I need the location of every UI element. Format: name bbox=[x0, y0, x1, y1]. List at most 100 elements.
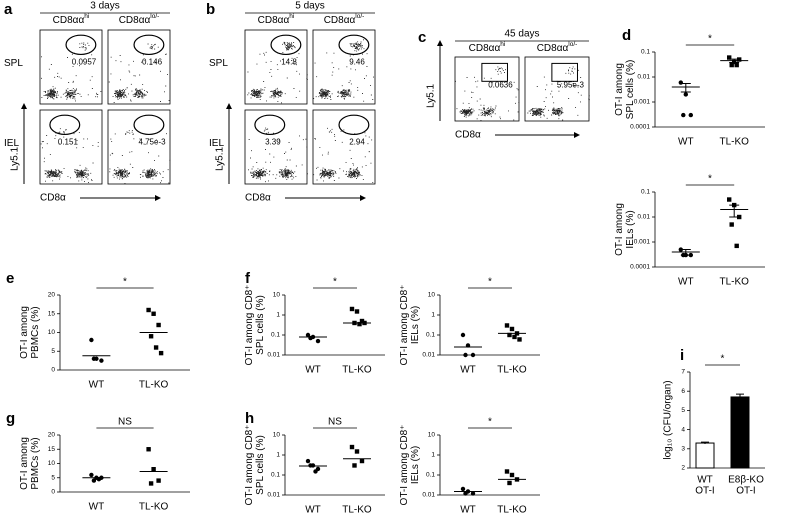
y-axis-label: Ly5.1 bbox=[215, 147, 226, 172]
time-header: 3 days bbox=[90, 1, 119, 12]
data-point bbox=[460, 332, 466, 338]
y-tick-label: 0.01 bbox=[422, 492, 435, 499]
column-label-text: CD8αα bbox=[258, 15, 290, 26]
y-tick-label: 0.1 bbox=[641, 189, 650, 196]
time-header: 5 days bbox=[295, 1, 324, 12]
gate-value: 2.94 bbox=[349, 138, 365, 147]
data-point bbox=[512, 334, 517, 340]
x-tick-label: TL-KO bbox=[719, 137, 749, 148]
x-tick-label: TL-KO bbox=[719, 277, 749, 288]
data-point bbox=[99, 358, 104, 363]
y-tick-label: 20 bbox=[48, 292, 56, 299]
x-tick-label: WT bbox=[460, 505, 476, 516]
y-axis-label: IELs (%) bbox=[410, 446, 421, 484]
y-tick-label: 0.0001 bbox=[630, 264, 650, 271]
x-tick-label: WT bbox=[678, 277, 694, 288]
data-point bbox=[156, 478, 161, 483]
data-point bbox=[89, 337, 94, 343]
panel-letter: f bbox=[245, 270, 251, 287]
x-axis-label: CD8α bbox=[245, 193, 271, 204]
gate bbox=[49, 114, 81, 136]
y-axis-label: OT-I among bbox=[614, 63, 625, 116]
y-tick-label: 1 bbox=[431, 312, 435, 319]
data-point bbox=[729, 222, 734, 227]
column-label-sup: lo/- bbox=[568, 41, 577, 48]
significance-label: NS bbox=[118, 417, 132, 428]
y-tick-label: 15 bbox=[48, 446, 56, 453]
x-tick-label: WT bbox=[678, 137, 694, 148]
y-tick-label: 1 bbox=[276, 452, 280, 459]
y-tick-label: 7 bbox=[681, 369, 685, 376]
x-tick-label: WT bbox=[89, 502, 105, 513]
significance-label: * bbox=[488, 417, 492, 428]
significance-label: * bbox=[123, 277, 127, 288]
data-point bbox=[313, 469, 318, 474]
time-header: 45 days bbox=[504, 29, 539, 40]
gate bbox=[133, 114, 165, 136]
column-label-sup: hi bbox=[289, 13, 294, 20]
data-point bbox=[688, 112, 693, 118]
column-label: CD8ααlo/- bbox=[119, 13, 160, 25]
flow-events bbox=[527, 66, 590, 121]
y-tick-label: 10 bbox=[48, 460, 56, 467]
x-tick-label: WT bbox=[305, 505, 321, 516]
x-axis-label: CD8α bbox=[40, 193, 66, 204]
row-label: SPL bbox=[4, 58, 23, 69]
y-tick-label: 5 bbox=[51, 474, 55, 481]
y-tick-label: 0.01 bbox=[267, 352, 280, 359]
y-axis-label: OT-I among CD8⁺ bbox=[399, 425, 410, 506]
x-tick-label: OT-I bbox=[695, 486, 714, 497]
data-point bbox=[517, 337, 522, 342]
y-axis-label: IELs (%) bbox=[625, 210, 636, 248]
flow-events bbox=[455, 66, 520, 121]
gate bbox=[481, 62, 508, 82]
error-bar bbox=[729, 58, 740, 64]
y-axis-label: SPL cells (%) bbox=[255, 435, 266, 495]
data-point bbox=[678, 80, 683, 85]
error-bar bbox=[729, 204, 740, 218]
data-point bbox=[734, 62, 739, 68]
y-tick-label: 0.1 bbox=[271, 332, 280, 339]
column-label-sup: lo/- bbox=[355, 13, 364, 20]
column-label: CD8ααhi bbox=[469, 41, 506, 53]
data-point bbox=[354, 449, 360, 454]
flow-events bbox=[108, 43, 170, 103]
column-label: CD8ααlo/- bbox=[537, 41, 578, 53]
gate bbox=[254, 114, 286, 136]
column-label: CD8ααlo/- bbox=[324, 13, 365, 25]
y-axis-label: Ly5.1 bbox=[426, 84, 437, 109]
gate bbox=[65, 34, 97, 56]
gate bbox=[551, 62, 578, 82]
gate-value: 4.75e-3 bbox=[138, 138, 166, 147]
y-tick-label: 1 bbox=[431, 452, 435, 459]
data-point bbox=[151, 467, 156, 472]
data-point bbox=[509, 326, 515, 332]
y-axis-label: log₁₀ (CFU/organ) bbox=[663, 380, 674, 459]
x-tick-label: WT bbox=[89, 380, 105, 391]
data-point bbox=[470, 491, 476, 496]
panel-letter: d bbox=[622, 27, 631, 44]
y-axis-label: OT-I among bbox=[614, 203, 625, 256]
data-point bbox=[683, 92, 688, 97]
y-axis-label: Ly5.1 bbox=[10, 147, 21, 172]
y-axis-label: OT-I among CD8⁺ bbox=[244, 425, 255, 506]
panel-letter: b bbox=[206, 1, 215, 18]
data-point bbox=[146, 447, 151, 452]
x-tick-label: WT bbox=[460, 365, 476, 376]
column-label-sup: hi bbox=[84, 13, 89, 20]
y-tick-label: 0.1 bbox=[426, 472, 435, 479]
x-tick-label: TL-KO bbox=[497, 505, 527, 516]
column-label-text: CD8αα bbox=[537, 43, 569, 54]
y-tick-label: 0 bbox=[51, 489, 55, 496]
y-tick-label: 20 bbox=[48, 432, 56, 439]
data-point bbox=[91, 478, 97, 483]
data-point bbox=[359, 318, 365, 324]
data-point bbox=[354, 309, 360, 314]
data-point bbox=[153, 345, 159, 350]
data-point bbox=[504, 469, 510, 474]
y-tick-label: 0.01 bbox=[267, 492, 280, 499]
row-label: IEL bbox=[209, 138, 224, 149]
data-point bbox=[352, 463, 357, 468]
y-tick-label: 0.0001 bbox=[630, 124, 650, 131]
